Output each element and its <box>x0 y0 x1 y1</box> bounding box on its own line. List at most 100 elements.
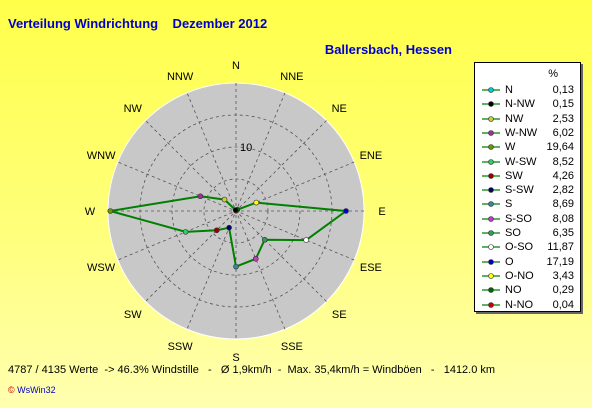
legend-item-n: N 0,13 <box>479 83 574 98</box>
legend-value: 8,52 <box>552 155 574 168</box>
legend-name: SO <box>505 227 521 239</box>
legend-marker-icon <box>482 301 500 308</box>
legend-item-o-no: O-NO 3,43 <box>479 269 574 284</box>
legend-value: 11,87 <box>547 241 574 254</box>
credit-label: WsWin32 <box>17 385 56 395</box>
data-point-s-so <box>252 255 259 262</box>
legend-value: 2,82 <box>552 184 574 197</box>
legend-unit: % <box>548 68 558 80</box>
legend-item-s-so: S-SO 8,08 <box>479 212 574 227</box>
direction-label-w: W <box>85 206 96 218</box>
legend-item-w-sw: W-SW 8,52 <box>479 155 574 170</box>
credit: © WsWin32 <box>8 385 56 395</box>
direction-label-s: S <box>232 352 239 364</box>
chart-subtitle: Ballersbach, Hessen <box>324 42 452 57</box>
direction-label-ene: ENE <box>360 150 383 162</box>
footer-stats: 4787 / 4135 Werte -> 46.3% Windstille - … <box>8 364 496 376</box>
direction-label-wnw: WNW <box>87 150 116 162</box>
legend-value: 0,29 <box>552 284 574 297</box>
data-point-n-nw <box>232 207 239 213</box>
legend-item-so: SO 6,35 <box>479 226 574 241</box>
legend-value: 4,26 <box>552 169 574 182</box>
legend-item-no: NO 0,29 <box>479 283 574 298</box>
legend-name: S-SW <box>505 184 534 197</box>
legend-item-s-sw: S-SW 2,82 <box>479 183 574 198</box>
legend-name: O-NO <box>505 269 534 282</box>
legend-item-n-no: N-NO 0,04 <box>479 298 574 313</box>
legend-marker-icon <box>482 101 500 108</box>
legend-name: O-SO <box>505 241 534 254</box>
legend-value: 6,02 <box>552 126 574 139</box>
chart-title: Verteilung Windrichtung Dezember 2012 <box>8 16 268 31</box>
legend-marker-icon <box>482 244 500 251</box>
legend-item-s: S 8,69 <box>479 197 574 212</box>
data-point-w-nw <box>197 193 204 200</box>
data-point-sw <box>213 227 220 234</box>
legend-value: 0,04 <box>552 298 574 311</box>
legend-name: NO <box>505 284 522 297</box>
legend-marker-icon <box>482 130 500 136</box>
legend-item-sw: SW 4,26 <box>479 169 574 184</box>
legend-name: W-SW <box>505 155 537 168</box>
legend-name: SW <box>505 169 523 182</box>
legend-marker-icon <box>482 187 500 193</box>
legend-marker-icon <box>482 287 500 293</box>
direction-label-sse: SSE <box>281 341 303 353</box>
direction-label-sw: SW <box>124 309 142 321</box>
legend-marker-icon <box>482 258 500 265</box>
legend-name: W <box>505 141 516 154</box>
legend-marker-icon <box>482 87 500 93</box>
legend-marker-icon <box>482 172 500 179</box>
legend-value: 6,35 <box>552 227 574 239</box>
direction-label-wsw: WSW <box>87 262 116 274</box>
legend-item-o-so: O-SO 11,87 <box>479 240 574 255</box>
legend-name: O <box>505 255 514 268</box>
legend-value: 0,13 <box>552 84 574 96</box>
legend-value: 3,43 <box>552 269 574 282</box>
legend-name: W-NW <box>505 126 538 139</box>
legend-name: N-NO <box>505 298 534 311</box>
legend-value: 17,19 <box>546 255 574 268</box>
legend-value: 2,53 <box>552 112 574 125</box>
legend-item-w: W 19,64 <box>479 140 574 155</box>
legend-marker-icon <box>482 115 500 122</box>
legend-marker-icon <box>482 273 500 279</box>
legend-marker-icon <box>482 158 500 165</box>
direction-label-ssw: SSW <box>168 341 194 353</box>
direction-label-e: E <box>378 206 385 218</box>
direction-label-se: SE <box>332 309 347 321</box>
direction-label-n: N <box>232 60 240 72</box>
scale-label: 10 <box>240 142 252 154</box>
legend-item-nw: NW 2,53 <box>479 112 574 127</box>
legend-value: 8,69 <box>552 198 574 211</box>
data-point-nw <box>221 196 228 203</box>
legend-item-w-nw: W-NW 6,02 <box>479 126 574 141</box>
data-point-w <box>107 208 114 214</box>
copyright-icon: © <box>8 385 15 395</box>
legend-name: NW <box>505 112 524 125</box>
data-point-o-so <box>303 237 309 243</box>
legend-name: S-SO <box>505 212 532 225</box>
direction-label-ne: NE <box>332 103 347 115</box>
legend-value: 0,15 <box>552 98 574 111</box>
legend-name: S <box>505 198 513 211</box>
legend-item-n-nw: N-NW 0,15 <box>479 97 574 112</box>
direction-label-nw: NW <box>124 103 143 115</box>
legend-name: N <box>505 84 513 96</box>
direction-label-ese: ESE <box>360 262 382 274</box>
legend-marker-icon <box>482 215 500 222</box>
direction-label-nne: NNE <box>280 71 303 83</box>
legend-value: 19,64 <box>546 141 574 154</box>
legend-marker-icon <box>482 201 500 208</box>
data-point-s-sw <box>226 224 232 231</box>
legend-name: N-NW <box>505 98 535 111</box>
data-point-o <box>343 208 349 214</box>
legend-value: 8,08 <box>552 212 574 225</box>
legend-marker-icon <box>482 144 500 150</box>
data-point-w-sw <box>182 229 189 235</box>
data-point-s <box>233 263 239 270</box>
legend-item-o: O 17,19 <box>479 255 574 270</box>
data-point-so <box>261 236 268 243</box>
data-point-o-no <box>253 199 260 206</box>
